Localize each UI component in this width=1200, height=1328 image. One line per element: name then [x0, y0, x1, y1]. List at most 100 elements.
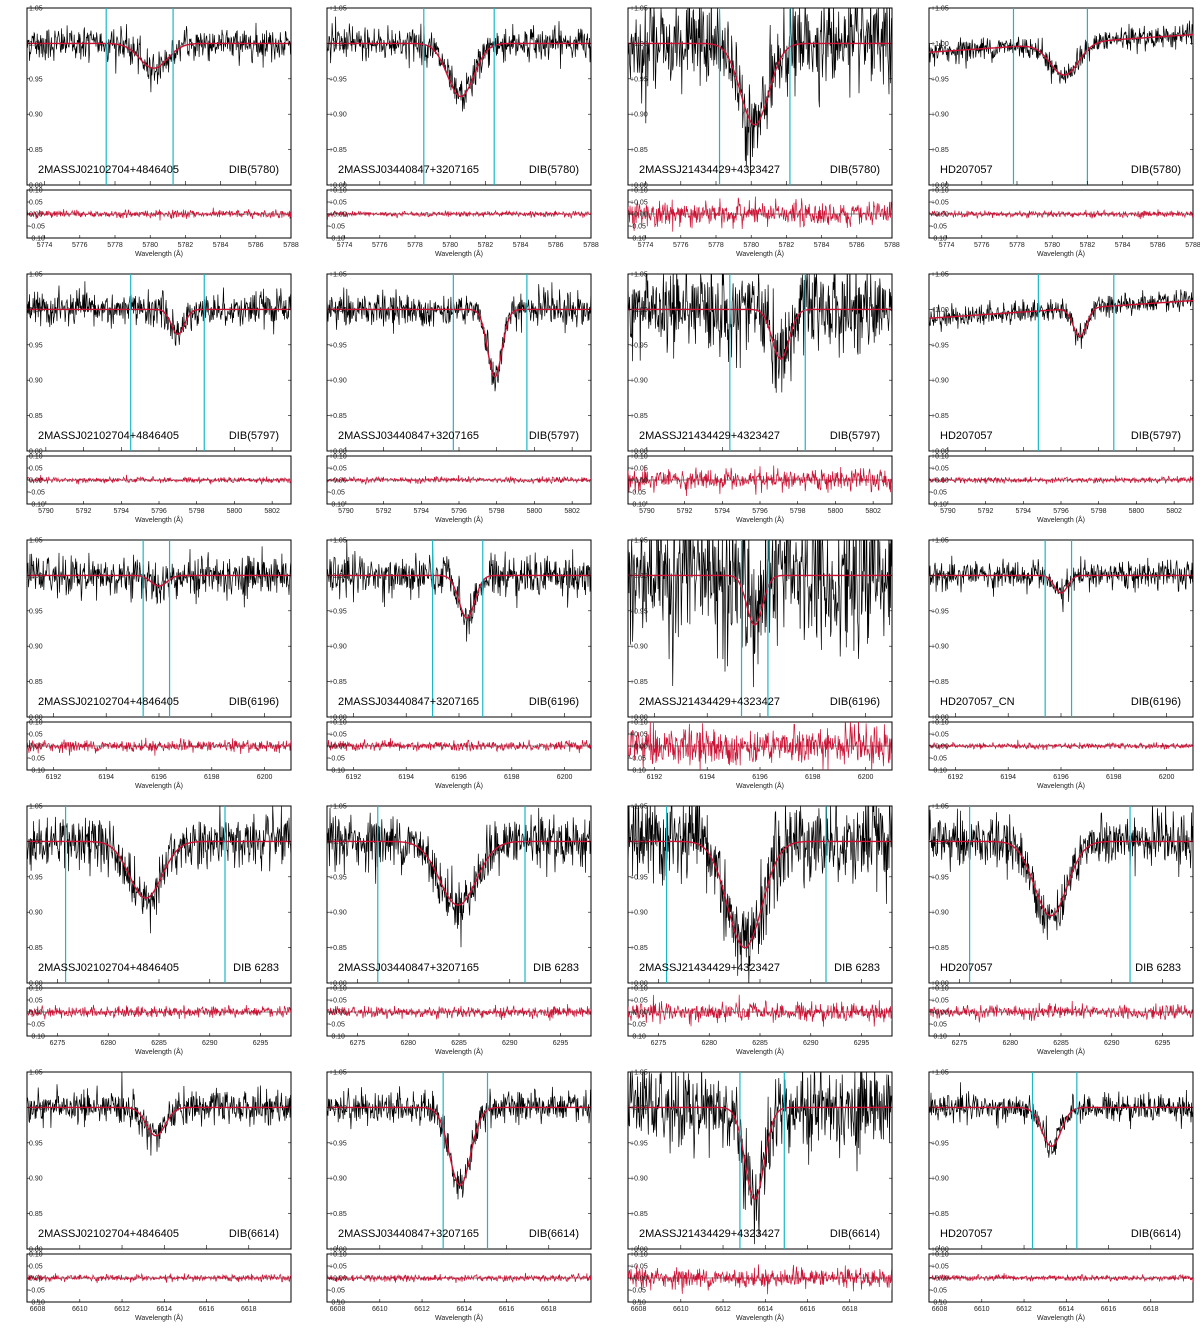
- x-tick-label: 5798: [1091, 508, 1107, 515]
- flux-tick-label: +1.05: [931, 804, 949, 811]
- flux-axes-frame: [928, 539, 1194, 718]
- flux-tick-label: 0.85: [29, 147, 43, 154]
- flux-tick-label: 1.05: [29, 804, 43, 811]
- observed-spectrum: [628, 8, 892, 176]
- flux-tick-label: 1.05: [29, 538, 43, 545]
- flux-tick-label: +0.95: [630, 874, 648, 881]
- star-name-label: 2MASSJ03440847+3207165: [338, 1228, 479, 1240]
- observed-spectrum: [327, 540, 591, 642]
- panel-0-3: +1.05 +1.00 +0.95 +0.90 +0.85 +0.80+0.10 +0.05…: [928, 6, 1200, 258]
- flux-tick-label: 0.90: [29, 910, 43, 917]
- x-tick-label: 5776: [673, 242, 689, 249]
- residual-tick-label: +0.10: [630, 720, 648, 727]
- observed-spectrum: [929, 555, 1193, 613]
- star-name-label: HD207057: [940, 164, 993, 176]
- x-tick-label: 5796: [1053, 508, 1069, 515]
- residual-tick-label: 0.05: [29, 732, 43, 739]
- flux-tick-label: +0.80: [329, 981, 347, 988]
- x-tick-label: 5780: [1044, 242, 1060, 249]
- residual-tick-label: +0.05: [329, 998, 347, 1005]
- flux-tick-label: +0.95: [931, 874, 949, 881]
- flux-tick-label: +0.95: [329, 76, 347, 83]
- flux-tick-label: +1.00: [931, 41, 949, 48]
- panel-2-3: +1.05 +1.00 +0.95 +0.90 +0.85 +0.80+0.10 +0.05…: [928, 538, 1194, 790]
- observed-spectrum: [628, 806, 892, 983]
- residual-series: [27, 1272, 291, 1284]
- flux-tick-label: +1.05: [630, 538, 648, 545]
- residual-tick-label: +0.00: [630, 212, 648, 219]
- x-axis-label: Wavelength (Å): [435, 781, 483, 790]
- flux-tick-label: +0.90: [931, 112, 949, 119]
- x-tick-label: 5776: [974, 242, 990, 249]
- x-tick-label: 6285: [1053, 1040, 1069, 1047]
- dib-label: DIB(6196): [830, 696, 880, 708]
- x-tick-label: 6194: [1000, 774, 1016, 781]
- x-axis-label: Wavelength (Å): [736, 249, 784, 258]
- flux-axes-frame: [928, 1071, 1194, 1250]
- residual-tick-label: 0.05: [29, 466, 43, 473]
- residual-series: [327, 475, 591, 485]
- x-tick-label: 5788: [583, 242, 599, 249]
- dib-label: DIB(6614): [229, 1228, 279, 1240]
- residual-tick-label: +0.10: [630, 1252, 648, 1259]
- model-fit-line: [929, 299, 1193, 338]
- panel-3-3: +1.05 +1.00 +0.95 +0.90 +0.85 +0.80+0.10 +0.05…: [928, 804, 1194, 1056]
- residual-tick-label: +0.05: [630, 732, 648, 739]
- flux-tick-label: +0.80: [329, 1247, 347, 1254]
- x-tick-label: 6198: [204, 774, 220, 781]
- x-tick-label: 6192: [346, 774, 362, 781]
- x-tick-label: 6194: [398, 774, 414, 781]
- residual-tick-label: +0.10: [630, 986, 648, 993]
- panel-1-3: +1.05 +1.00 +0.95 +0.90 +0.85 +0.80+0.10 +0.05…: [928, 272, 1194, 524]
- x-tick-label: 5800: [227, 508, 243, 515]
- flux-tick-label: +1.00: [931, 307, 949, 314]
- x-axis-label: Wavelength (Å): [1037, 781, 1085, 790]
- flux-tick-label: +1.00: [329, 1105, 347, 1112]
- flux-axes-frame: [326, 1071, 592, 1250]
- x-tick-label: 5796: [451, 508, 467, 515]
- panel-3-0: 1.05 1.00 0.95 0.90 0.85 0.800.10 0.05 0.00 -0.0…: [26, 804, 292, 1056]
- x-tick-label: 6618: [1143, 1306, 1159, 1313]
- model-fit-line: [27, 42, 291, 69]
- flux-axes-frame: [627, 7, 893, 186]
- residual-tick-label: -0.10: [29, 502, 45, 509]
- flux-tick-label: +1.00: [630, 1105, 648, 1112]
- flux-tick-label: +1.00: [931, 573, 949, 580]
- observed-spectrum: [27, 22, 291, 93]
- residual-tick-label: -0.10: [29, 1034, 45, 1041]
- x-tick-label: 6200: [257, 774, 273, 781]
- x-tick-label: 5780: [142, 242, 158, 249]
- residual-tick-label: -0.10: [630, 768, 646, 775]
- x-tick-label: 6275: [651, 1040, 667, 1047]
- residual-tick-label: -0.10: [29, 768, 45, 775]
- x-tick-label: 5794: [413, 508, 429, 515]
- x-tick-label: 6198: [1106, 774, 1122, 781]
- flux-tick-label: 1.00: [29, 307, 43, 314]
- x-tick-label: 5774: [337, 242, 353, 249]
- x-tick-label: 6192: [647, 774, 663, 781]
- residual-series: [628, 722, 892, 770]
- residual-tick-label: 0.10: [29, 1252, 43, 1259]
- x-tick-label: 5786: [1150, 242, 1166, 249]
- flux-tick-label: +0.95: [931, 342, 949, 349]
- residual-tick-label: -0.05: [29, 490, 45, 497]
- flux-tick-label: +0.85: [630, 945, 648, 952]
- star-name-label: HD207057: [940, 430, 993, 442]
- residual-tick-label: +0.05: [329, 732, 347, 739]
- x-tick-label: 6290: [1104, 1040, 1120, 1047]
- x-axis-label: Wavelength (Å): [135, 1047, 183, 1056]
- model-fit-line: [929, 840, 1193, 917]
- flux-tick-label: 0.80: [29, 449, 43, 456]
- flux-tick-label: 1.00: [29, 41, 43, 48]
- x-tick-label: 6285: [451, 1040, 467, 1047]
- dib-label: DIB(5780): [529, 164, 579, 176]
- residual-tick-label: +0.10: [931, 188, 949, 195]
- flux-tick-label: +1.05: [329, 538, 347, 545]
- x-tick-label: 6280: [1002, 1040, 1018, 1047]
- x-axis-label: Wavelength (Å): [135, 781, 183, 790]
- panel-0-1: +1.05 +1.00 +0.95 +0.90 +0.85 +0.80+0.10 +0.05…: [326, 6, 599, 258]
- x-tick-label: 5792: [376, 508, 392, 515]
- flux-tick-label: +1.00: [329, 839, 347, 846]
- flux-tick-label: +1.05: [630, 804, 648, 811]
- x-tick-label: 5800: [828, 508, 844, 515]
